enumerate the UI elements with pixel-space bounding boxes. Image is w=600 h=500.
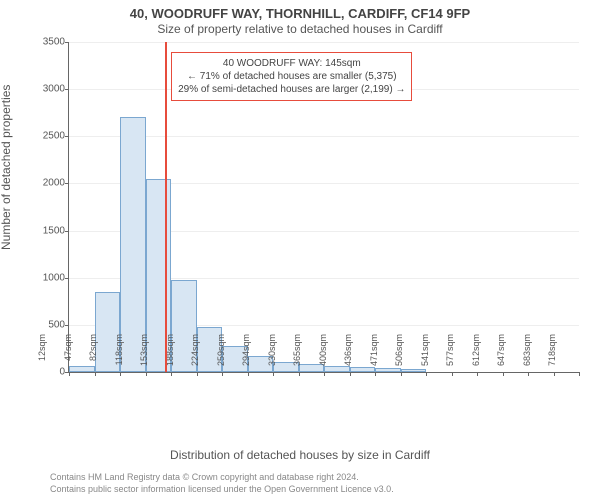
xtick-mark	[579, 372, 580, 376]
ytick-mark	[65, 183, 69, 184]
x-axis-label: Distribution of detached houses by size …	[0, 448, 600, 462]
xtick-label: 471sqm	[369, 334, 379, 374]
property-histogram-chart: 40, WOODRUFF WAY, THORNHILL, CARDIFF, CF…	[0, 0, 600, 500]
ytick-label: 1500	[25, 225, 65, 236]
xtick-label: 506sqm	[394, 334, 404, 374]
ytick-label: 1000	[25, 272, 65, 283]
ytick-mark	[65, 278, 69, 279]
callout-address: 40 WOODRUFF WAY: 145sqm	[178, 57, 405, 70]
chart-title-address: 40, WOODRUFF WAY, THORNHILL, CARDIFF, CF…	[0, 6, 600, 21]
xtick-label: 153sqm	[139, 334, 149, 374]
xtick-label: 647sqm	[496, 334, 506, 374]
xtick-label: 294sqm	[241, 334, 251, 374]
ytick-label: 500	[25, 319, 65, 330]
xtick-label: 436sqm	[343, 334, 353, 374]
plot-area: 050010001500200025003000350012sqm47sqm82…	[68, 42, 579, 373]
ytick-mark	[65, 136, 69, 137]
chart-subtitle: Size of property relative to detached ho…	[0, 22, 600, 36]
xtick-label: 400sqm	[318, 334, 328, 374]
ytick-label: 3500	[25, 37, 65, 48]
xtick-label: 12sqm	[37, 334, 47, 374]
xtick-label: 683sqm	[522, 334, 532, 374]
xtick-label: 718sqm	[547, 334, 557, 374]
footer-copyright-1: Contains HM Land Registry data © Crown c…	[50, 472, 359, 482]
property-callout: 40 WOODRUFF WAY: 145sqm ← 71% of detache…	[171, 52, 412, 101]
xtick-label: 82sqm	[88, 334, 98, 374]
xtick-label: 224sqm	[190, 334, 200, 374]
xtick-label: 47sqm	[63, 334, 73, 374]
ytick-mark	[65, 89, 69, 90]
ytick-label: 3000	[25, 84, 65, 95]
ytick-label: 2000	[25, 178, 65, 189]
gridline	[69, 42, 579, 43]
ytick-label: 2500	[25, 131, 65, 142]
xtick-label: 259sqm	[216, 334, 226, 374]
xtick-label: 365sqm	[292, 334, 302, 374]
property-marker-line	[165, 42, 167, 372]
xtick-label: 612sqm	[471, 334, 481, 374]
xtick-label: 577sqm	[445, 334, 455, 374]
ytick-mark	[65, 325, 69, 326]
footer-copyright-2: Contains public sector information licen…	[50, 484, 394, 494]
xtick-label: 541sqm	[420, 334, 430, 374]
y-axis-label: Number of detached properties	[0, 85, 13, 250]
xtick-label: 118sqm	[114, 334, 124, 374]
gridline	[69, 136, 579, 137]
ytick-mark	[65, 42, 69, 43]
callout-larger: 29% of semi-detached houses are larger (…	[178, 83, 405, 96]
ytick-mark	[65, 231, 69, 232]
callout-smaller: ← 71% of detached houses are smaller (5,…	[178, 70, 405, 83]
xtick-label: 330sqm	[267, 334, 277, 374]
